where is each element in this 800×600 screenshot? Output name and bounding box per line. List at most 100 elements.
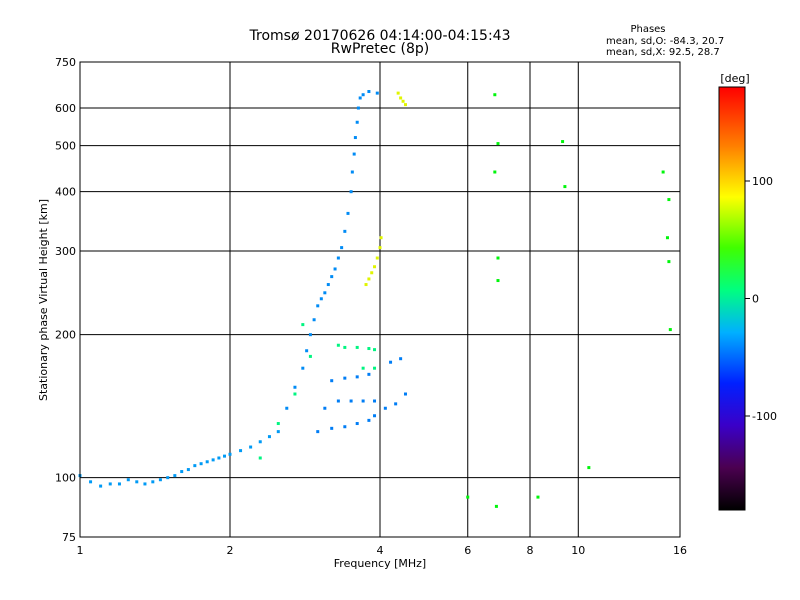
y-axis-ticks: 75 100 200 300 400 500 600 750 — [55, 56, 76, 544]
data-point — [373, 366, 377, 370]
data-point — [350, 170, 354, 174]
colorbar-tick-label: 100 — [752, 175, 773, 188]
data-point — [211, 458, 215, 462]
data-point — [349, 190, 353, 194]
data-point — [99, 484, 103, 488]
x-tick-label: 4 — [377, 544, 384, 557]
y-tick-label: 500 — [55, 140, 76, 153]
data-point — [117, 482, 121, 486]
data-point — [352, 152, 356, 156]
data-point — [293, 385, 297, 389]
x-tick-label: 16 — [673, 544, 687, 557]
x-axis-label: Frequency [MHz] — [334, 557, 426, 570]
data-point — [308, 354, 312, 358]
data-point — [166, 476, 170, 480]
data-point — [316, 304, 320, 308]
data-point — [158, 478, 162, 482]
data-point — [403, 392, 407, 396]
x-tick-label: 8 — [527, 544, 534, 557]
data-point — [199, 462, 203, 466]
data-point — [355, 422, 359, 426]
data-point — [312, 318, 316, 322]
data-point — [367, 277, 371, 281]
data-point — [330, 379, 334, 383]
phases-line-o: mean, sd,O: -84.3, 20.7 — [606, 36, 724, 47]
data-point — [267, 435, 271, 439]
phases-title: Phases — [630, 24, 665, 35]
data-point — [126, 478, 130, 482]
data-point — [383, 406, 387, 410]
plot-grid — [79, 61, 681, 538]
data-point — [151, 480, 155, 484]
data-point — [587, 466, 591, 470]
data-point — [355, 120, 359, 124]
data-point — [258, 440, 262, 444]
data-point — [356, 106, 360, 110]
data-point — [370, 271, 374, 275]
phases-box: Phases mean, sd,O: -84.3, 20.7 mean, sd,… — [606, 24, 724, 58]
data-point — [373, 265, 377, 269]
data-point — [319, 297, 323, 301]
data-point — [394, 402, 398, 406]
data-point — [364, 283, 368, 287]
data-point — [305, 349, 309, 353]
data-point — [493, 93, 497, 97]
y-tick-label: 300 — [55, 245, 76, 258]
x-axis-ticks: 1 2 4 6 8 10 16 — [77, 544, 688, 557]
data-point — [239, 449, 243, 453]
data-point — [667, 260, 671, 264]
data-point — [258, 456, 262, 460]
data-point — [186, 468, 190, 472]
data-point — [466, 495, 470, 499]
data-point — [301, 366, 305, 370]
data-point — [173, 474, 177, 478]
data-point — [336, 343, 340, 347]
colorbar-tick-label: -100 — [752, 410, 777, 423]
data-point — [293, 392, 297, 396]
y-tick-label: 100 — [55, 472, 76, 485]
y-tick-label: 75 — [62, 531, 76, 544]
data-point — [193, 464, 197, 468]
data-point — [308, 333, 312, 337]
data-point — [358, 96, 362, 100]
data-point — [361, 399, 365, 403]
data-point — [399, 96, 403, 100]
x-tick-label: 1 — [77, 544, 84, 557]
data-point — [496, 279, 500, 283]
data-point — [396, 91, 400, 95]
chart-title: Tromsø 20170626 04:14:00-04:15:43 — [249, 28, 511, 44]
data-point — [205, 460, 209, 464]
data-point — [326, 283, 330, 287]
data-point — [378, 246, 382, 250]
data-point — [330, 275, 334, 279]
data-point — [340, 246, 344, 250]
data-point — [667, 198, 671, 202]
data-point — [217, 456, 221, 460]
colorbar-ticks: 100 0 -100 — [745, 175, 777, 423]
data-point — [401, 99, 405, 103]
data-point — [108, 482, 112, 486]
data-point — [228, 452, 232, 456]
y-tick-label: 600 — [55, 102, 76, 115]
data-point — [375, 91, 379, 95]
data-point — [323, 291, 327, 295]
data-points — [78, 90, 672, 508]
data-point — [496, 142, 500, 146]
data-point — [361, 366, 365, 370]
data-point — [343, 376, 347, 380]
data-point — [399, 357, 403, 361]
data-point — [379, 236, 383, 240]
data-point — [665, 236, 669, 240]
phases-line-x: mean, sd,X: 92.5, 28.7 — [606, 47, 720, 58]
data-point — [323, 406, 327, 410]
data-point — [361, 93, 365, 97]
data-point — [373, 414, 377, 418]
data-point — [143, 482, 147, 486]
chart-subtitle: RwPretec (8p) — [331, 41, 429, 57]
data-point — [353, 136, 357, 140]
colorbar-tick-label: 0 — [752, 293, 759, 306]
data-point — [249, 445, 253, 449]
data-point — [343, 425, 347, 429]
data-point — [563, 185, 567, 189]
